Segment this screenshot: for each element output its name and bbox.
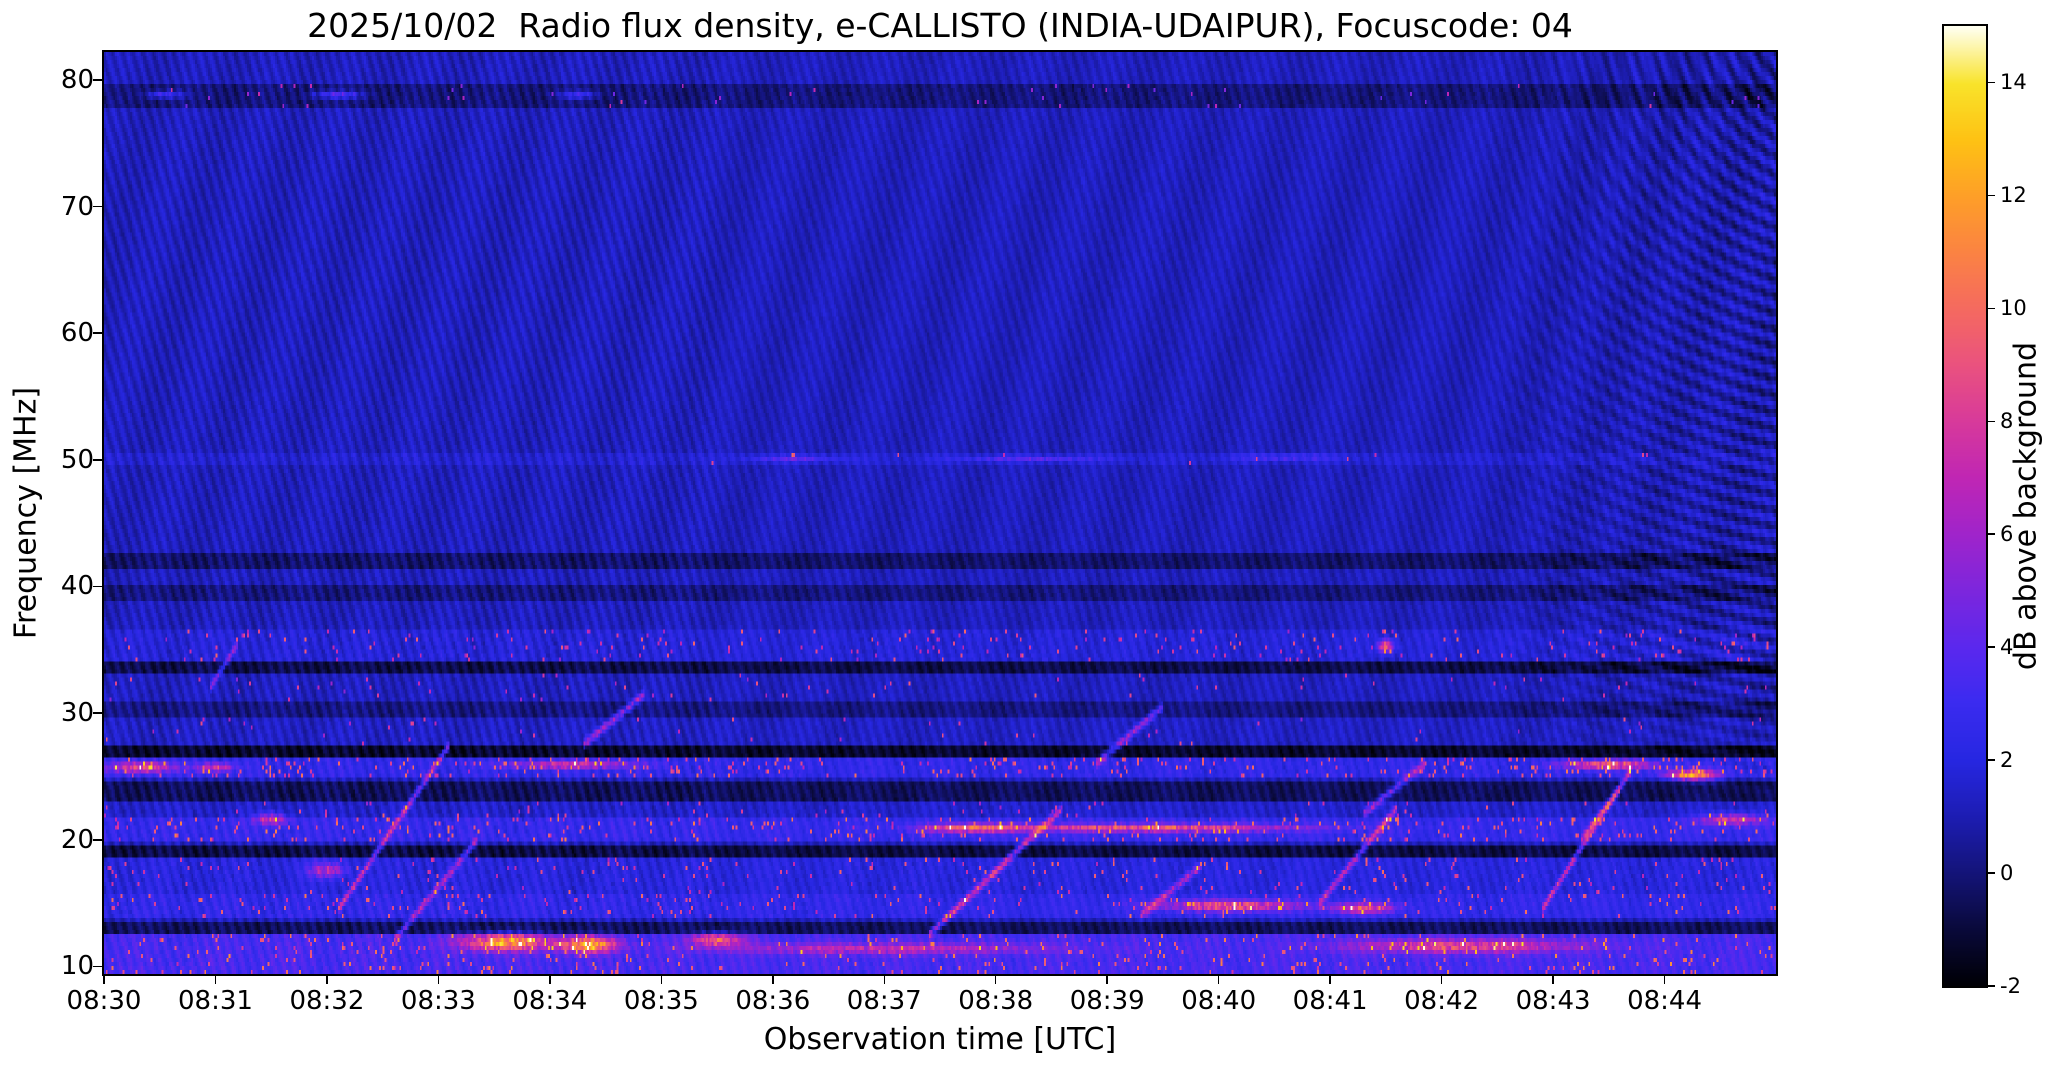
y-tick-mark xyxy=(93,459,102,461)
x-tick-label: 08:40 xyxy=(1181,986,1257,1016)
x-tick-mark xyxy=(772,976,774,984)
y-tick-label: 30 xyxy=(60,698,94,729)
y-tick-mark xyxy=(93,79,102,81)
x-tick-mark xyxy=(437,976,440,984)
x-tick-mark xyxy=(1106,976,1108,984)
x-tick-label: 08:42 xyxy=(1404,986,1480,1016)
y-tick-label: 60 xyxy=(60,318,94,349)
colorbar-tick-mark xyxy=(1988,872,1995,874)
x-tick-mark xyxy=(103,976,105,984)
y-tick-mark xyxy=(93,965,102,968)
x-tick-mark xyxy=(326,976,328,984)
colorbar-tick-label: -2 xyxy=(2000,974,2021,998)
colorbar-tick-label: 8 xyxy=(2000,409,2014,434)
x-axis-label: Observation time [UTC] xyxy=(763,1022,1117,1057)
x-tick-label: 08:41 xyxy=(1292,986,1368,1016)
x-tick-mark xyxy=(1440,976,1443,984)
x-tick-label: 08:33 xyxy=(400,986,476,1016)
y-tick-label: 70 xyxy=(60,191,94,222)
colorbar-tick-mark xyxy=(1988,533,1995,535)
x-tick-label: 08:35 xyxy=(623,986,699,1016)
colorbar-tick-label: 6 xyxy=(2000,522,2014,547)
x-tick-label: 08:32 xyxy=(289,986,365,1016)
colorbar-tick-label: 10 xyxy=(2000,296,2027,321)
x-tick-label: 08:30 xyxy=(66,986,142,1016)
y-tick-mark xyxy=(93,839,102,841)
x-tick-label: 08:36 xyxy=(735,986,811,1016)
x-tick-label: 08:38 xyxy=(958,986,1034,1016)
x-tick-mark xyxy=(994,976,997,984)
y-tick-label: 50 xyxy=(60,444,94,475)
colorbar-tick-label: 12 xyxy=(2000,183,2027,208)
colorbar-label: dB above background xyxy=(2008,341,2044,671)
x-tick-mark xyxy=(883,976,886,984)
x-tick-label: 08:37 xyxy=(846,986,922,1016)
x-tick-label: 08:44 xyxy=(1627,986,1702,1016)
x-tick-mark xyxy=(549,976,551,984)
x-tick-label: 08:31 xyxy=(177,986,253,1016)
colorbar-tick-label: 2 xyxy=(2000,748,2014,773)
x-tick-mark xyxy=(214,976,217,984)
x-tick-label: 08:43 xyxy=(1515,986,1591,1016)
colorbar-tick-mark xyxy=(1988,646,1995,648)
colorbar-tick-label: 4 xyxy=(2000,635,2014,660)
plot-area xyxy=(102,50,1778,976)
colorbar-tick-mark xyxy=(1988,420,1995,423)
colorbar-tick-mark xyxy=(1988,81,1995,84)
x-tick-label: 08:34 xyxy=(512,986,588,1016)
y-tick-mark xyxy=(93,205,102,208)
colorbar-tick-mark xyxy=(1988,985,1995,987)
colorbar-tick-mark xyxy=(1988,194,1995,197)
y-tick-label: 80 xyxy=(60,64,94,95)
colorbar-canvas xyxy=(1944,26,1986,986)
colorbar-tick-mark xyxy=(1988,307,1995,310)
y-tick-mark xyxy=(93,585,102,588)
y-tick-mark xyxy=(93,712,102,714)
chart-title: 2025/10/02 Radio flux density, e-CALLIST… xyxy=(307,6,1573,45)
colorbar-tick-label: 0 xyxy=(2000,861,2014,886)
x-tick-mark xyxy=(1329,976,1331,984)
y-tick-mark xyxy=(93,332,102,334)
x-tick-mark xyxy=(1663,976,1666,984)
x-tick-mark xyxy=(1217,976,1220,984)
x-tick-mark xyxy=(660,976,663,984)
colorbar xyxy=(1942,24,1988,988)
y-tick-label: 10 xyxy=(60,951,94,982)
colorbar-tick-label: 14 xyxy=(2000,70,2027,95)
y-tick-label: 20 xyxy=(60,824,94,855)
colorbar-tick-mark xyxy=(1988,759,1995,761)
x-tick-label: 08:39 xyxy=(1069,986,1145,1016)
x-tick-mark xyxy=(1552,976,1554,984)
y-tick-label: 40 xyxy=(60,571,94,602)
spectrogram-canvas xyxy=(104,52,1776,974)
